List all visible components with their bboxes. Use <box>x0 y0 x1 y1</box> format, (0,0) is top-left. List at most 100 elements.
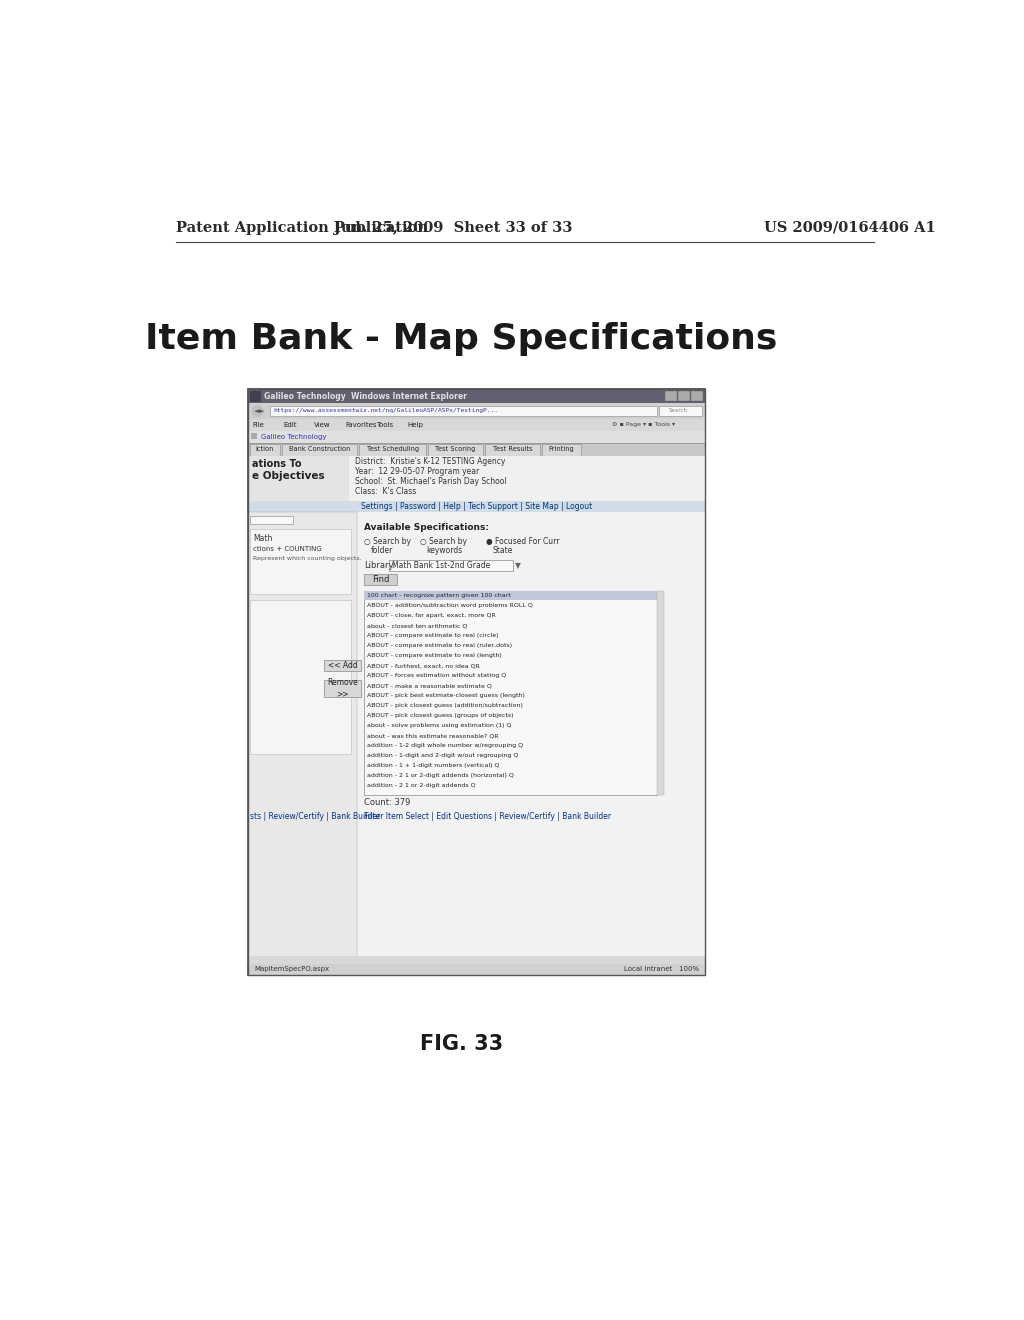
Bar <box>678 391 690 401</box>
Text: Patent Application Publication: Patent Application Publication <box>176 220 428 235</box>
Text: Test Results: Test Results <box>493 446 532 453</box>
Circle shape <box>252 405 263 416</box>
Bar <box>365 574 397 585</box>
Text: ctions + COUNTING: ctions + COUNTING <box>253 545 322 552</box>
Text: District:  Kristie's K-12 TESTING Agency: District: Kristie's K-12 TESTING Agency <box>355 457 506 466</box>
Text: about - was this estimate reasonable? QR: about - was this estimate reasonable? QR <box>368 734 499 738</box>
Text: Search: Search <box>669 408 688 413</box>
Text: ABOUT - make a reasonable estimate Q: ABOUT - make a reasonable estimate Q <box>368 684 493 688</box>
Text: addition - 1 + 1-digit numbers (vertical) Q: addition - 1 + 1-digit numbers (vertical… <box>368 763 500 768</box>
Bar <box>691 391 703 401</box>
Text: ▼: ▼ <box>515 561 520 570</box>
Bar <box>248 457 349 964</box>
Bar <box>485 444 540 455</box>
Text: ABOUT - compare estimate to real (ruler,dots): ABOUT - compare estimate to real (ruler,… <box>368 643 513 648</box>
Text: Tools: Tools <box>376 422 393 428</box>
Text: Class:  K's Class: Class: K's Class <box>355 487 417 495</box>
Text: ABOUT - pick closest guess (groups of objects): ABOUT - pick closest guess (groups of ob… <box>368 713 514 718</box>
Text: about - closest ten arithmetic Q: about - closest ten arithmetic Q <box>368 623 468 628</box>
Text: Library:: Library: <box>365 561 396 570</box>
Text: Count: 379: Count: 379 <box>365 799 411 808</box>
Bar <box>248 404 706 418</box>
Bar <box>248 502 706 512</box>
Text: FIG. 33: FIG. 33 <box>420 1034 503 1053</box>
Text: ►: ► <box>259 408 264 414</box>
Bar <box>250 444 280 455</box>
Bar <box>248 457 706 974</box>
Text: https://www.assessmentwiz.net/nq/GalileoASP/ASPx/TestingP...: https://www.assessmentwiz.net/nq/Galileo… <box>273 408 499 413</box>
Text: ABOUT - pick best estimate-closest guess (length): ABOUT - pick best estimate-closest guess… <box>368 693 525 698</box>
Text: ations To: ations To <box>252 459 301 469</box>
Bar <box>248 418 706 432</box>
Text: Galileo Technology: Galileo Technology <box>260 434 326 440</box>
Bar <box>248 964 706 974</box>
Text: keywords: keywords <box>426 546 463 554</box>
Text: ABOUT - compare estimate to real (circle): ABOUT - compare estimate to real (circle… <box>368 634 499 639</box>
Bar <box>251 516 293 524</box>
Text: View: View <box>314 422 331 428</box>
Text: addition - 1-2 digit whole number w/regrouping Q: addition - 1-2 digit whole number w/regr… <box>368 743 523 748</box>
Bar <box>248 442 706 457</box>
Text: Test Scoring: Test Scoring <box>435 446 476 453</box>
Text: Bank Construction: Bank Construction <box>289 446 350 453</box>
Text: about - solve problems using estimation (1) Q: about - solve problems using estimation … <box>368 723 512 729</box>
Text: Jun. 25, 2009  Sheet 33 of 33: Jun. 25, 2009 Sheet 33 of 33 <box>334 220 572 235</box>
Text: Help: Help <box>407 422 423 428</box>
Bar <box>349 457 706 502</box>
Text: ⚙ ▪ Page ▾ ▪ Tools ▾: ⚙ ▪ Page ▾ ▪ Tools ▾ <box>612 422 676 428</box>
Bar <box>248 389 706 974</box>
Bar <box>248 430 706 442</box>
Text: e Objectives: e Objectives <box>252 471 325 480</box>
Text: Galileo Technology  Windows Internet Explorer: Galileo Technology Windows Internet Expl… <box>263 392 467 401</box>
Text: ● Focused For Curr: ● Focused For Curr <box>486 537 559 545</box>
Text: Available Specifications:: Available Specifications: <box>365 523 489 532</box>
Text: Test Scheduling: Test Scheduling <box>367 446 419 453</box>
Text: addition - 1-digit and 2-digit w/out regrouping Q: addition - 1-digit and 2-digit w/out reg… <box>368 754 519 759</box>
Bar <box>248 389 706 404</box>
Bar <box>365 591 657 601</box>
Text: Year:  12 29-05-07 Program year: Year: 12 29-05-07 Program year <box>355 466 479 475</box>
Bar <box>365 591 657 795</box>
Bar <box>251 433 257 440</box>
Bar <box>389 560 513 572</box>
Bar <box>658 405 701 416</box>
Text: ABOUT - furthest, exact, no idea QR: ABOUT - furthest, exact, no idea QR <box>368 664 480 668</box>
Text: sts | Review/Certify | Bank Builder: sts | Review/Certify | Bank Builder <box>251 812 381 821</box>
Text: ○ Search by: ○ Search by <box>365 537 412 545</box>
Bar <box>428 444 483 455</box>
Text: Represent which counting objects.: Represent which counting objects. <box>253 556 361 561</box>
Text: Remove
>>: Remove >> <box>328 678 358 698</box>
Bar <box>657 591 664 795</box>
Bar <box>359 444 426 455</box>
Text: ABOUT - pick closest guess (addition/subtraction): ABOUT - pick closest guess (addition/sub… <box>368 704 523 709</box>
Text: ○ Search by: ○ Search by <box>420 537 467 545</box>
Text: ABOUT - close, far apart, exact, more QR: ABOUT - close, far apart, exact, more QR <box>368 614 497 618</box>
Bar <box>324 680 361 697</box>
Text: School:  St. Michael's Parish Day School: School: St. Michael's Parish Day School <box>355 477 507 486</box>
Text: Edit: Edit <box>283 422 297 428</box>
Text: Math Bank 1st-2nd Grade: Math Bank 1st-2nd Grade <box>392 561 490 570</box>
Text: Settings | Password | Help | Tech Support | Site Map | Logout: Settings | Password | Help | Tech Suppor… <box>361 502 592 511</box>
Text: MapItemSpecPO.aspx: MapItemSpecPO.aspx <box>254 966 330 973</box>
Bar <box>358 512 706 964</box>
Text: addition - 2 1 or 2-digit addends Q: addition - 2 1 or 2-digit addends Q <box>368 784 476 788</box>
Text: US 2009/0164406 A1: US 2009/0164406 A1 <box>764 220 935 235</box>
Text: addition - 2 1 or 2-digit addends (horizontal) Q: addition - 2 1 or 2-digit addends (horiz… <box>368 774 514 779</box>
Text: Printing: Printing <box>549 446 574 453</box>
Text: << Add: << Add <box>328 661 357 671</box>
Text: Find: Find <box>372 576 389 583</box>
Bar <box>251 529 351 594</box>
Text: iction: iction <box>256 446 274 453</box>
Text: Local Intranet   100%: Local Intranet 100% <box>624 966 699 973</box>
Bar <box>542 444 581 455</box>
Bar <box>324 660 361 671</box>
Text: Filter Item Select | Edit Questions | Review/Certify | Bank Builder: Filter Item Select | Edit Questions | Re… <box>365 812 611 821</box>
Bar <box>248 956 706 964</box>
Text: ◄: ◄ <box>254 408 260 414</box>
Bar <box>250 391 260 401</box>
Text: ABOUT - compare estimate to real (length): ABOUT - compare estimate to real (length… <box>368 653 502 659</box>
Text: folder: folder <box>371 546 393 554</box>
Text: State: State <box>493 546 513 554</box>
Bar <box>248 512 356 964</box>
Bar <box>665 391 677 401</box>
